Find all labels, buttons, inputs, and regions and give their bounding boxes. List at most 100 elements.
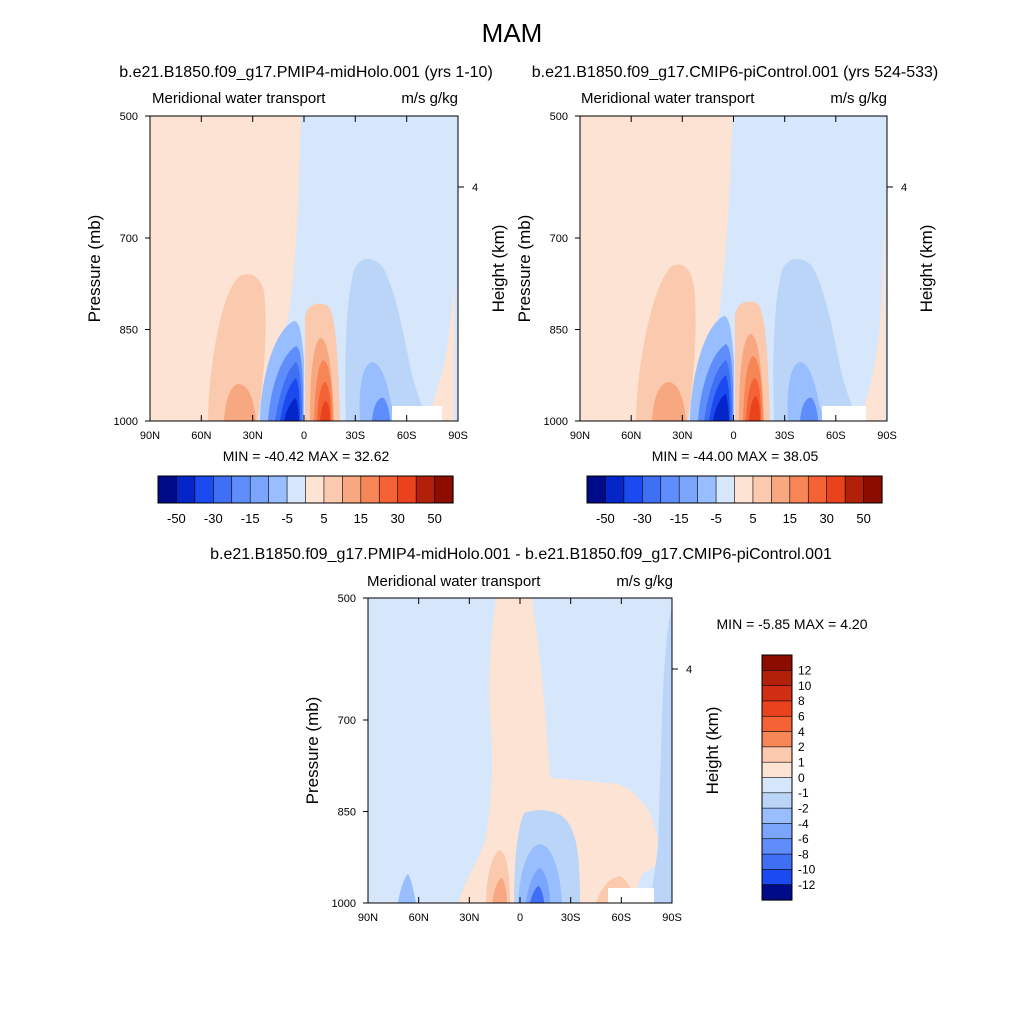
- panel-3-ylabel: Pressure (mb): [303, 697, 322, 805]
- colorbar-swatch: [826, 475, 846, 504]
- panel-3-colorbar-frame: [761, 654, 793, 901]
- colorbar-swatch: [761, 746, 793, 763]
- panel-3-cbar-label: 1: [798, 756, 805, 770]
- panel-2-xtick-60s: 60S: [826, 430, 846, 442]
- panel-2-contour-warm-core: [749, 396, 760, 421]
- panel-2-cbar-label: -15: [670, 511, 689, 526]
- panel-2-cbar-label: -5: [710, 511, 722, 526]
- panel-3-ytick-500: 500: [338, 593, 356, 605]
- colorbar-swatch: [752, 475, 772, 504]
- panel-1-variable-label: Meridional water transport: [152, 90, 326, 107]
- panel-3-cbar-label: -8: [798, 847, 809, 861]
- colorbar-swatch: [807, 475, 828, 504]
- panel-2-cbar-label: 50: [856, 511, 870, 526]
- panel-1-cbar-label: 50: [427, 511, 441, 526]
- colorbar-swatch: [415, 475, 436, 504]
- panel-3-cbar-label: -4: [798, 817, 809, 831]
- panel-3-xtick-0: 0: [517, 912, 523, 924]
- panel-3-xtick-90n: 90N: [358, 912, 378, 924]
- colorbar-swatch: [434, 475, 454, 504]
- panel-3-cbar-label: 12: [798, 664, 812, 678]
- panel-2-ylabel: Pressure (mb): [515, 215, 534, 323]
- panel-3-cbar-label: 8: [798, 694, 805, 708]
- colorbar-swatch: [157, 475, 178, 504]
- panel-2-colorbar-frame: [586, 475, 883, 504]
- colorbar-swatch: [761, 731, 793, 748]
- colorbar-swatch: [249, 475, 270, 504]
- colorbar-swatch: [397, 475, 417, 504]
- panel-3-contour-cool-core: [530, 886, 544, 903]
- colorbar-swatch: [323, 475, 343, 504]
- colorbar-swatch: [286, 475, 307, 504]
- panel-1-cbar-label: -50: [167, 511, 186, 526]
- panel-2-xtick-90n: 90N: [570, 430, 590, 442]
- colorbar-swatch: [761, 654, 793, 671]
- panel-1-cbar-label: -5: [281, 511, 293, 526]
- panel-3-xtick-90s: 90S: [662, 912, 682, 924]
- colorbar-swatch: [761, 715, 793, 733]
- panel-2-xtick-90s: 90S: [877, 430, 897, 442]
- colorbar-swatch: [605, 475, 625, 504]
- colorbar-swatch: [268, 475, 288, 504]
- panel-2-ytick-500: 500: [550, 111, 568, 123]
- panel-1-ytick-1000: 1000: [114, 416, 138, 428]
- colorbar-swatch: [761, 792, 793, 809]
- colorbar-swatch: [715, 475, 736, 504]
- panel-1-right-tick-4: 4: [472, 182, 478, 194]
- panel-1-title: b.e21.B1850.f09_g17.PMIP4-midHolo.001 (y…: [119, 64, 493, 81]
- panel-2-cbar-label: 5: [749, 511, 756, 526]
- panel-2-contour-warm-ridge-inner: [652, 382, 686, 421]
- colorbar-swatch: [378, 475, 399, 504]
- panel-3-contour-cool-lower-3: [526, 868, 550, 903]
- colorbar-swatch: [761, 761, 793, 779]
- colorbar-swatch: [231, 475, 251, 504]
- panel-2-contour-warm-edge: [860, 208, 885, 421]
- panel-1-cbar-label: -30: [204, 511, 223, 526]
- colorbar-swatch: [771, 475, 791, 504]
- panel-2-title: b.e21.B1850.f09_g17.CMIP6-piControl.001 …: [532, 64, 938, 81]
- panel-3-xtick-30s: 30S: [561, 912, 581, 924]
- panel-2-xtick-60n: 60N: [621, 430, 641, 442]
- panel-2-ytick-700: 700: [550, 233, 568, 245]
- colorbar-swatch: [761, 838, 793, 855]
- panel-3-cbar-label: 10: [798, 679, 812, 693]
- panel-3-variable-label: Meridional water transport: [367, 573, 541, 590]
- season-title: MAM: [482, 18, 543, 48]
- panel-3-cbar-label: -10: [798, 863, 816, 877]
- colorbar-swatch: [586, 475, 607, 504]
- panel-3-stats: MIN = -5.85 MAX = 4.20: [717, 616, 868, 632]
- colorbar-swatch: [660, 475, 680, 504]
- panel-1-contour-warm-ridge-inner: [224, 384, 256, 421]
- colorbar-swatch: [761, 823, 793, 840]
- panel-3-ytick-700: 700: [338, 715, 356, 727]
- colorbar-swatch: [761, 869, 793, 886]
- panel-1-xtick-30n: 30N: [243, 430, 263, 442]
- panel-1-xtick-90n: 90N: [140, 430, 160, 442]
- panel-2-xtick-0: 0: [730, 430, 736, 442]
- panel-3-cbar-label: -12: [798, 878, 816, 892]
- panel-3-colorbar: [761, 654, 793, 901]
- panel-1-contour-warm-ridge: [208, 274, 266, 421]
- panel-3-xtick-30n: 30N: [459, 912, 479, 924]
- colorbar-swatch: [761, 807, 793, 825]
- panel-1-contour-warm-edge: [428, 286, 454, 421]
- panel-1-xtick-90s: 90S: [448, 430, 468, 442]
- colorbar-swatch: [789, 475, 809, 504]
- panel-1-ylabel-right: Height (km): [489, 225, 508, 313]
- panel-3-contour-cool-mid: [532, 598, 573, 741]
- panel-3-cbar-label: 0: [798, 771, 805, 785]
- panel-3: b.e21.B1850.f09_g17.PMIP4-midHolo.001 - …: [210, 546, 868, 924]
- panel-3-title: b.e21.B1850.f09_g17.PMIP4-midHolo.001 - …: [210, 546, 832, 563]
- panel-1-missing-data: [392, 406, 442, 421]
- panel-1-ytick-500: 500: [120, 111, 138, 123]
- colorbar-swatch: [360, 475, 380, 504]
- colorbar-swatch: [642, 475, 662, 504]
- panel-1-contour-warm-core: [320, 401, 330, 421]
- panel-3-colorbar-labels: 12 10 8 6 4 2 1 0 -1 -2 -4 -6 -8 -10 -12: [798, 664, 816, 892]
- panel-2-x-ticks: [575, 115, 893, 422]
- panel-1-units-label: m/s g/kg: [401, 90, 458, 107]
- panel-1-cbar-label: 5: [320, 511, 327, 526]
- colorbar-swatch: [761, 670, 793, 687]
- panel-3-xtick-60s: 60S: [612, 912, 632, 924]
